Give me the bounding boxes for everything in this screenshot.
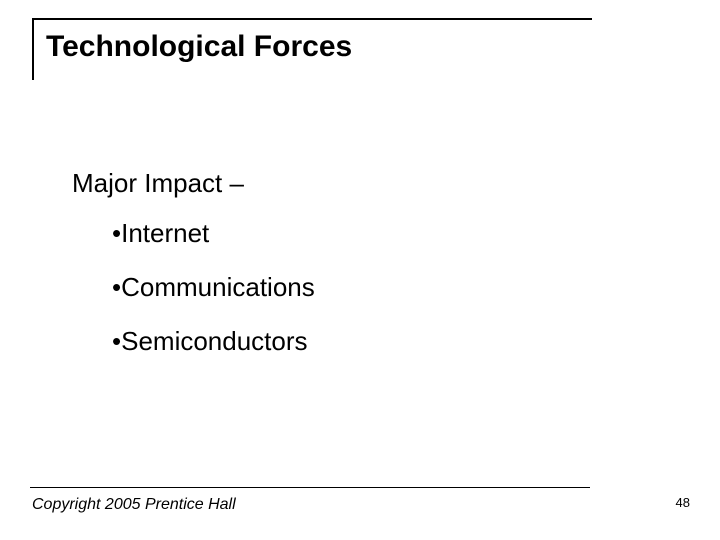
- bullet-icon: •: [112, 274, 121, 300]
- slide: Technological Forces Major Impact – •Int…: [0, 0, 720, 540]
- bullet-list: •Internet •Communications •Semiconductor…: [112, 220, 315, 382]
- title-rule-top: [32, 18, 592, 20]
- list-item: •Communications: [112, 274, 315, 300]
- bullet-text: Communications: [121, 272, 315, 302]
- bullet-icon: •: [112, 220, 121, 246]
- page-number: 48: [676, 495, 690, 510]
- footer-rule: [30, 487, 590, 488]
- bullet-text: Internet: [121, 218, 209, 248]
- list-item: •Semiconductors: [112, 328, 315, 354]
- subheading: Major Impact –: [72, 168, 244, 199]
- footer-copyright: Copyright 2005 Prentice Hall: [32, 496, 236, 514]
- title-rule-left: [32, 18, 34, 80]
- slide-title: Technological Forces: [46, 30, 352, 64]
- list-item: •Internet: [112, 220, 315, 246]
- bullet-icon: •: [112, 328, 121, 354]
- bullet-text: Semiconductors: [121, 326, 307, 356]
